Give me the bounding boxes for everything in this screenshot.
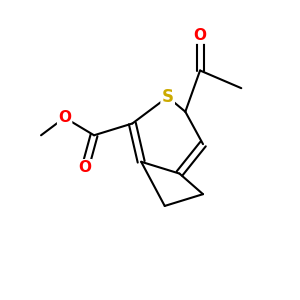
Text: O: O (79, 160, 92, 175)
Text: O: O (58, 110, 71, 125)
Text: O: O (194, 28, 207, 43)
Text: S: S (162, 88, 174, 106)
